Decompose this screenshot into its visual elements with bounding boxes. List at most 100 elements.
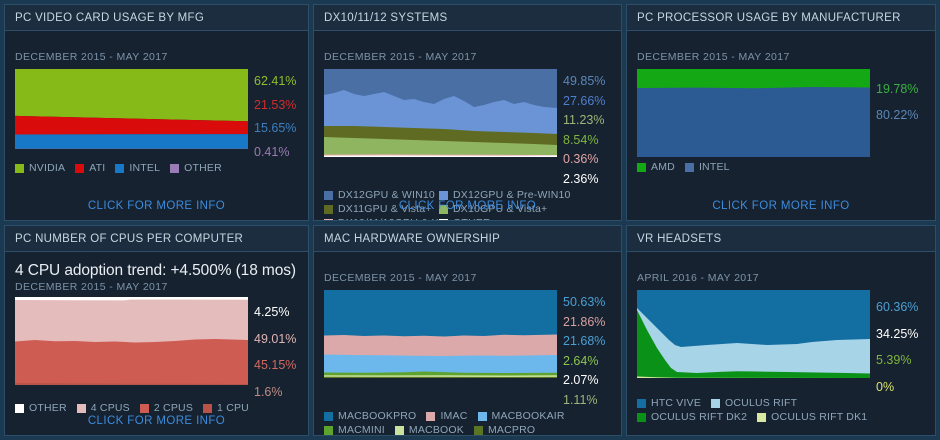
legend-swatch-icon — [139, 403, 149, 413]
panel-title: PC VIDEO CARD USAGE BY MFG — [15, 11, 205, 24]
headline-trend: 4 CPU adoption trend: +4.500% (18 mos) — [15, 262, 296, 279]
panel-vr-headsets: VR HEADSETS APRIL 2016 - MAY 2017 60.36%… — [626, 225, 936, 436]
legend-swatch-icon — [757, 412, 767, 422]
legend-swatch-icon — [439, 190, 448, 200]
legend-swatch-icon — [711, 398, 721, 408]
legend-item-dx-xp[interactable]: DX10/11/12GPU & XP — [324, 217, 446, 220]
panel-body: DECEMBER 2015 - MAY 2017 50.63% 2 — [314, 252, 621, 435]
legend-swatch-icon — [426, 411, 436, 421]
panel-title: MAC HARDWARE OWNERSHIP — [324, 232, 501, 245]
click-for-more-info-link[interactable]: CLICK FOR MORE INFO — [87, 415, 226, 427]
legend-swatch-icon — [477, 411, 487, 421]
value-label-macbookair: 21.68% — [563, 334, 606, 348]
panel-cpus-per-computer: PC NUMBER OF CPUS PER COMPUTER 4 CPU ado… — [4, 225, 309, 436]
legend-label: OCULUS RIFT DK1 — [771, 411, 868, 423]
legend-item-1cpu[interactable]: 1 CPU — [203, 402, 249, 414]
value-label-macmini: 2.64% — [563, 353, 599, 368]
click-for-more-info-link[interactable]: CLICK FOR MORE INFO — [398, 200, 537, 212]
legend-label: ATI — [89, 162, 106, 174]
legend-label: OTHER — [453, 217, 491, 220]
legend-item-rift-dk1[interactable]: OCULUS RIFT DK1 — [757, 411, 867, 423]
legend-item-other[interactable]: OTHER — [170, 162, 222, 174]
value-label-dx12-prewin10: 27.66% — [563, 93, 606, 108]
value-label-macbook: 2.07% — [563, 373, 599, 387]
legend-label: 2 CPUS — [153, 402, 194, 414]
legend-item-amd[interactable]: AMD — [637, 161, 675, 173]
value-label-imac: 21.86% — [563, 314, 606, 329]
legend-label: MACMINI — [338, 424, 385, 436]
legend-item-macbookpro[interactable]: MACBOOKPRO — [324, 410, 416, 422]
chart-row: 60.36% 34.25% 5.39% 0% — [637, 290, 935, 393]
legend-item-other[interactable]: OTHER — [439, 217, 491, 220]
legend-item-dx11-vista[interactable]: DX11GPU & Vista+ — [324, 203, 439, 215]
panel-mac-hardware: MAC HARDWARE OWNERSHIP DECEMBER 2015 - M… — [313, 225, 622, 436]
panel-header: MAC HARDWARE OWNERSHIP — [314, 226, 621, 252]
legend-swatch-icon — [637, 162, 646, 172]
legend-item-imac[interactable]: IMAC — [426, 410, 467, 422]
legend-item-other[interactable]: OTHER — [15, 402, 67, 414]
legend-item-intel[interactable]: INTEL — [115, 162, 160, 174]
legend-item-2cpus[interactable]: 2 CPUS — [139, 402, 194, 414]
legend-item-oculus-rift[interactable]: OCULUS RIFT — [711, 397, 797, 409]
date-range-label: APRIL 2016 - MAY 2017 — [637, 272, 760, 284]
legend-item-rift-dk2[interactable]: OCULUS RIFT DK2 — [637, 411, 747, 423]
click-for-more-info-link[interactable]: CLICK FOR MORE INFO — [87, 200, 226, 212]
legend-item-dx10-vista[interactable]: DX10GPU & Vista+ — [439, 203, 547, 215]
legend-label: AMD — [651, 161, 675, 173]
legend-label: INTEL — [129, 162, 161, 174]
value-label-4cpus: 49.01% — [254, 331, 297, 346]
legend-item-intel[interactable]: INTEL — [684, 161, 730, 173]
legend: AMD INTEL — [637, 161, 889, 175]
legend-label: DX12GPU & Pre-WIN10 — [453, 189, 571, 201]
panel-header: PC NUMBER OF CPUS PER COMPUTER — [5, 226, 308, 252]
legend-label: MACBOOKAIR — [491, 410, 565, 422]
value-label-macbookpro: 50.63% — [563, 295, 606, 309]
panel-body: APRIL 2016 - MAY 2017 60.36% 34.25% 5.39… — [627, 252, 935, 435]
panel-dx-systems: DX10/11/12 SYSTEMS DECEMBER 2015 - MAY 2… — [313, 4, 622, 221]
chart-row: 49.85% 27.66% 11.23% 8.54% 0.36% 2.36% — [324, 69, 621, 185]
value-labels: 49.85% 27.66% 11.23% 8.54% 0.36% 2.36% — [563, 69, 605, 185]
panel-header: PC VIDEO CARD USAGE BY MFG — [5, 5, 308, 31]
panel-body: 4 CPU adoption trend: +4.500% (18 mos) D… — [5, 252, 308, 435]
date-range-label: DECEMBER 2015 - MAY 2017 — [15, 281, 168, 293]
date-range-label: DECEMBER 2015 - MAY 2017 — [324, 272, 477, 284]
legend-item-dx12-prewin10[interactable]: DX12GPU & Pre-WIN10 — [439, 189, 571, 201]
value-label-dx11-vista: 11.23% — [563, 113, 605, 127]
panel-header: PC PROCESSOR USAGE BY MANUFACTURER — [627, 5, 935, 31]
legend-item-ati[interactable]: ATI — [75, 162, 105, 174]
click-for-more-info-link[interactable]: CLICK FOR MORE INFO — [712, 200, 850, 212]
legend-label: 4 CPUS — [90, 402, 130, 414]
legend-swatch-icon — [394, 425, 404, 435]
value-label-intel: 15.65% — [254, 121, 297, 135]
legend-label: OCULUS RIFT — [725, 397, 798, 409]
legend-swatch-icon — [439, 204, 448, 214]
panel-title: PC NUMBER OF CPUS PER COMPUTER — [15, 232, 244, 245]
legend-swatch-icon — [324, 411, 333, 421]
legend-swatch-icon — [115, 163, 125, 173]
legend-item-macbook[interactable]: MACBOOK — [394, 424, 464, 435]
value-labels: 4.25% 49.01% 45.15% 1.6% — [254, 297, 296, 398]
legend-item-dx12-win10[interactable]: DX12GPU & WIN10 — [324, 189, 439, 201]
legend-swatch-icon — [439, 218, 448, 220]
panel-title: DX10/11/12 SYSTEMS — [324, 11, 448, 24]
legend-label: IMAC — [440, 410, 468, 422]
panel-body: DECEMBER 2015 - MAY 2017 49.85% 2 — [314, 31, 621, 220]
legend-label: HTC VIVE — [651, 397, 702, 409]
panel-header: DX10/11/12 SYSTEMS — [314, 5, 621, 31]
panel-video-card-usage: PC VIDEO CARD USAGE BY MFG DECEMBER 2015… — [4, 4, 309, 221]
legend-item-nvidia[interactable]: NVIDIA — [15, 162, 65, 174]
legend-swatch-icon — [324, 218, 333, 220]
panel-title: VR HEADSETS — [637, 232, 722, 245]
legend-item-htc-vive[interactable]: HTC VIVE — [637, 397, 701, 409]
legend-swatch-icon — [684, 162, 694, 172]
value-label-dx10-vista: 8.54% — [563, 132, 599, 147]
legend-item-4cpus[interactable]: 4 CPUS — [76, 402, 130, 414]
legend-item-macpro[interactable]: MACPRO — [473, 424, 535, 435]
legend-item-macmini[interactable]: MACMINI — [324, 424, 385, 436]
legend-item-macbookair[interactable]: MACBOOKAIR — [477, 410, 565, 422]
value-label-dx-xp: 0.36% — [563, 152, 599, 166]
legend-label: DX11GPU & Vista+ — [338, 203, 432, 215]
legend-swatch-icon — [75, 163, 85, 173]
value-label-intel: 80.22% — [876, 107, 919, 122]
legend-label: OTHER — [29, 402, 67, 414]
